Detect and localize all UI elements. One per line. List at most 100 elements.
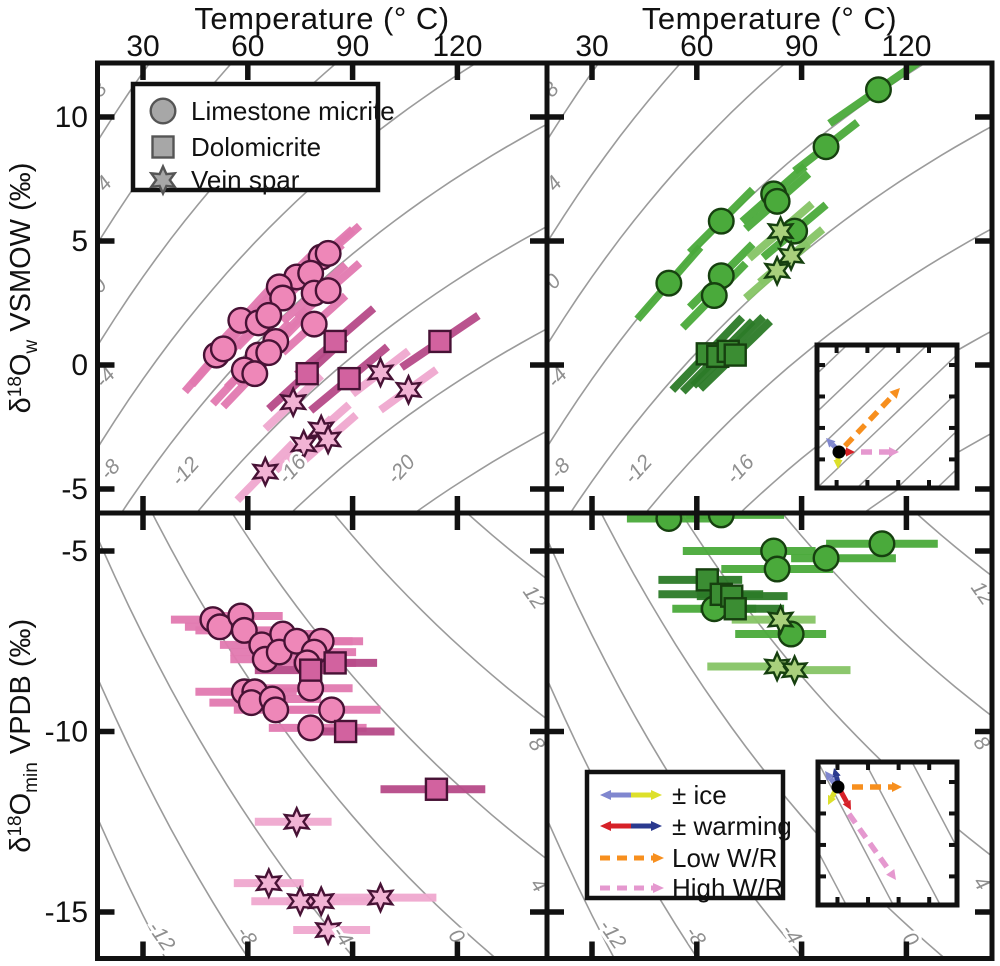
inset-frame (814, 342, 960, 491)
contour-line (151, 513, 498, 959)
series-vein-spar (251, 355, 423, 489)
legend-item-label: Vein spar (191, 165, 300, 195)
series-limestone-micrite (655, 513, 896, 648)
limestone-micrite-marker (255, 339, 283, 367)
vein-spar-marker (148, 163, 178, 197)
vein-spar-marker (366, 881, 395, 915)
limestone-micrite-marker (318, 696, 346, 724)
warming-vector-head (842, 799, 851, 810)
legend-arrow-head (653, 853, 664, 863)
mineral-vector-inset (815, 759, 960, 908)
contour-line (290, 327, 547, 513)
contour-label: 0 (541, 269, 566, 293)
x-tick-label: 90 (785, 30, 818, 63)
high-wr-vector (846, 812, 893, 874)
vein-spar-marker (780, 653, 809, 687)
legend-item-label: Dolomicrite (191, 132, 321, 162)
high-wr-vector-head (886, 869, 896, 880)
contour-line (465, 513, 547, 581)
dolomicrite-marker (424, 777, 449, 801)
limestone-micrite-marker (241, 360, 269, 388)
x-tick-label: 60 (680, 30, 713, 63)
origin-dot (832, 445, 846, 459)
limestone-micrite-marker (262, 696, 290, 724)
contour-line (97, 63, 338, 348)
legend-arrow-head (653, 883, 664, 893)
vein-spar-marker (313, 913, 343, 947)
vein-spar-marker (366, 355, 395, 389)
vein-spar-marker (306, 884, 336, 918)
dolomicrite-marker (151, 135, 175, 159)
dolomicrite-marker (337, 366, 361, 391)
limestone-micrite-marker (230, 616, 258, 644)
legend-arrow-head (600, 790, 611, 800)
contour-line (97, 675, 250, 959)
series-limestone-micrite (199, 602, 346, 742)
limestone-micrite-marker (868, 530, 896, 558)
vein-spar-marker (313, 422, 343, 456)
vein-spar-marker (254, 866, 284, 900)
dolomicrite-marker (298, 658, 323, 682)
x-axis-title-left: Temperature (° C) (194, 1, 450, 36)
dolomicrite-marker (323, 651, 347, 675)
y-tick-label: -10 (45, 716, 88, 749)
x-tick-label: 60 (231, 30, 264, 63)
legend-item-label: High W/R (672, 873, 783, 903)
vein-spar-marker (278, 385, 308, 419)
series-vein-spar (254, 805, 395, 947)
limestone-micrite-marker (297, 714, 325, 742)
x-tick-label: 120 (881, 30, 931, 63)
contour-label: -12 (594, 915, 630, 953)
dolomicrite-marker (428, 329, 452, 354)
contour-label: 0 (898, 928, 924, 951)
ice-vector-head (826, 438, 836, 448)
contour-line (547, 63, 927, 449)
low-wr-vector (843, 393, 896, 448)
contour-line (97, 535, 356, 959)
limestone-micrite-marker (209, 335, 237, 363)
vein-spar-marker (251, 455, 280, 489)
contour-label: -16 (721, 450, 759, 488)
vein-spar-marker (394, 373, 423, 407)
limestone-micrite-marker (314, 239, 342, 267)
limestone-micrite-marker (655, 513, 683, 533)
low-wr-vector-head (892, 782, 902, 792)
vein-spar-marker (282, 805, 311, 839)
contour-label: -12 (143, 917, 179, 955)
limestone-micrite-marker (700, 282, 728, 310)
series-dolomicrite (695, 339, 747, 369)
legend-arrow-head (600, 821, 611, 831)
warming-vector-head (846, 447, 855, 457)
water-vector-inset (814, 342, 960, 491)
series-vein-spar (762, 214, 806, 288)
y-tick-label: -5 (61, 473, 88, 506)
ice-vector-2-head (828, 794, 836, 805)
contour-line (547, 816, 616, 959)
contour-line (97, 955, 99, 959)
y-tick-label: 0 (71, 349, 88, 382)
y-axis-title: δ18Ow VSMOW (‰) (5, 163, 42, 414)
warming-vector-2-head (832, 768, 841, 778)
contour-line (781, 513, 992, 718)
limestone-micrite-marker (763, 187, 791, 215)
x-tick-label: 30 (575, 30, 608, 63)
origin-dot (831, 780, 845, 794)
legend-arrow-head (651, 821, 662, 831)
vein-spar-marker (766, 214, 795, 248)
contour-label: -8 (545, 454, 575, 484)
x-tick-label: 120 (432, 30, 482, 63)
ice-vector-2-head (833, 460, 843, 469)
y-tick-label: 5 (71, 225, 88, 258)
x-tick-label: 90 (336, 30, 369, 63)
vein-spar-marker (762, 650, 792, 683)
panel-frames: 30 60 90 120 10 5 0 -5 δ18Ow VSMOW (‰) 30 60 90 120 -… (5, 30, 995, 961)
legend-item-label: Low W/R (672, 843, 777, 873)
vein-spar-marker (289, 427, 318, 461)
inset-contours (817, 345, 957, 488)
contour-line (547, 536, 805, 959)
series-vein-spar (762, 603, 809, 687)
dolomicrite-marker (323, 329, 347, 354)
contour-line (97, 815, 167, 959)
contour-line (914, 513, 992, 578)
inset-frame (815, 759, 960, 908)
